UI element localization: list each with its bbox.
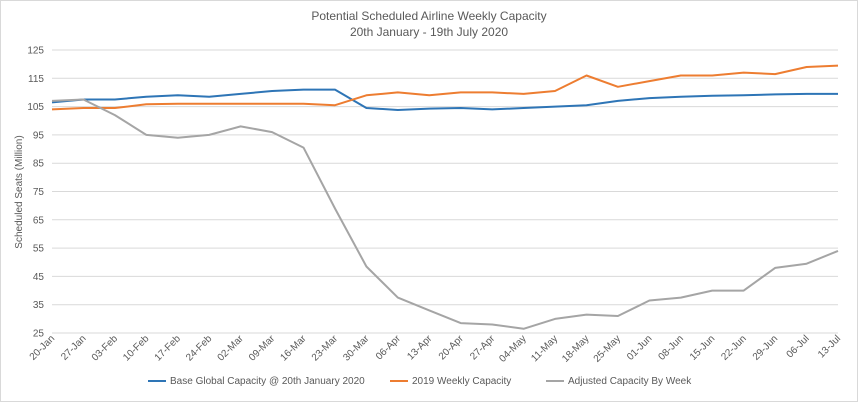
y-tick-label: 105 xyxy=(27,102,44,113)
y-tick-label: 115 xyxy=(28,74,44,85)
x-tick-label: 27-Apr xyxy=(468,333,497,362)
x-tick-label: 17-Feb xyxy=(153,333,183,363)
y-axis-ticks: 25 35 45 55 65 75 85 95 105 115 125 xyxy=(27,46,44,340)
x-axis-ticks: 20-Jan 27-Jan 03-Feb 10-Feb 17-Feb 24-Feb 02-M… xyxy=(28,333,843,365)
x-tick-label: 27-Jan xyxy=(59,333,88,362)
x-tick-label: 13-Apr xyxy=(405,333,434,362)
y-axis-label: Scheduled Seats (Million) xyxy=(14,135,25,248)
legend-entry: 2019 Weekly Capacity xyxy=(412,376,511,387)
gridlines xyxy=(52,49,838,334)
series-line-3 xyxy=(51,98,839,330)
x-tick-label: 20-Apr xyxy=(437,333,466,362)
y-tick-label: 35 xyxy=(33,300,45,311)
x-tick-label: 09-Mar xyxy=(247,333,278,364)
x-tick-label: 25-May xyxy=(592,333,623,364)
x-tick-label: 13-Jul xyxy=(816,333,843,360)
x-tick-label: 30-Mar xyxy=(341,333,372,364)
x-tick-label: 01-Jun xyxy=(625,333,654,362)
x-tick-label: 29-Jun xyxy=(751,333,780,362)
x-tick-label: 02-Mar xyxy=(216,333,247,364)
x-tick-label: 22-Jun xyxy=(719,333,748,362)
x-tick-label: 23-Mar xyxy=(310,333,341,364)
x-tick-label: 08-Jun xyxy=(657,333,686,362)
series-lines xyxy=(51,64,839,330)
x-tick-label: 24-Feb xyxy=(184,333,214,363)
x-tick-label: 18-May xyxy=(560,333,591,364)
chart-title: Potential Scheduled Airline Weekly Capac… xyxy=(311,9,546,23)
chart-subtitle: 20th January - 19th July 2020 xyxy=(350,25,508,39)
y-tick-label: 125 xyxy=(27,46,44,57)
x-tick-label: 16-Mar xyxy=(278,333,309,364)
legend-entry: Base Global Capacity @ 20th January 2020 xyxy=(170,376,365,387)
series-line-1 xyxy=(51,88,838,111)
x-tick-label: 11-May xyxy=(529,333,560,364)
y-tick-label: 75 xyxy=(33,187,45,198)
legend-entry: Adjusted Capacity By Week xyxy=(568,376,692,387)
y-tick-label: 95 xyxy=(33,130,45,141)
series-line-2 xyxy=(51,64,839,111)
y-tick-label: 25 xyxy=(33,329,45,340)
x-tick-label: 03-Feb xyxy=(90,333,120,363)
y-tick-label: 45 xyxy=(33,272,45,283)
y-tick-label: 85 xyxy=(33,159,45,170)
y-tick-label: 65 xyxy=(33,215,45,226)
x-tick-label: 15-Jun xyxy=(688,333,717,362)
legend: Base Global Capacity @ 20th January 2020… xyxy=(148,376,692,387)
x-tick-label: 04-May xyxy=(497,333,528,364)
x-tick-label: 06-Jul xyxy=(785,333,812,360)
y-tick-label: 55 xyxy=(33,244,45,255)
x-tick-label: 10-Feb xyxy=(121,333,151,363)
x-tick-label: 06-Apr xyxy=(374,333,403,362)
